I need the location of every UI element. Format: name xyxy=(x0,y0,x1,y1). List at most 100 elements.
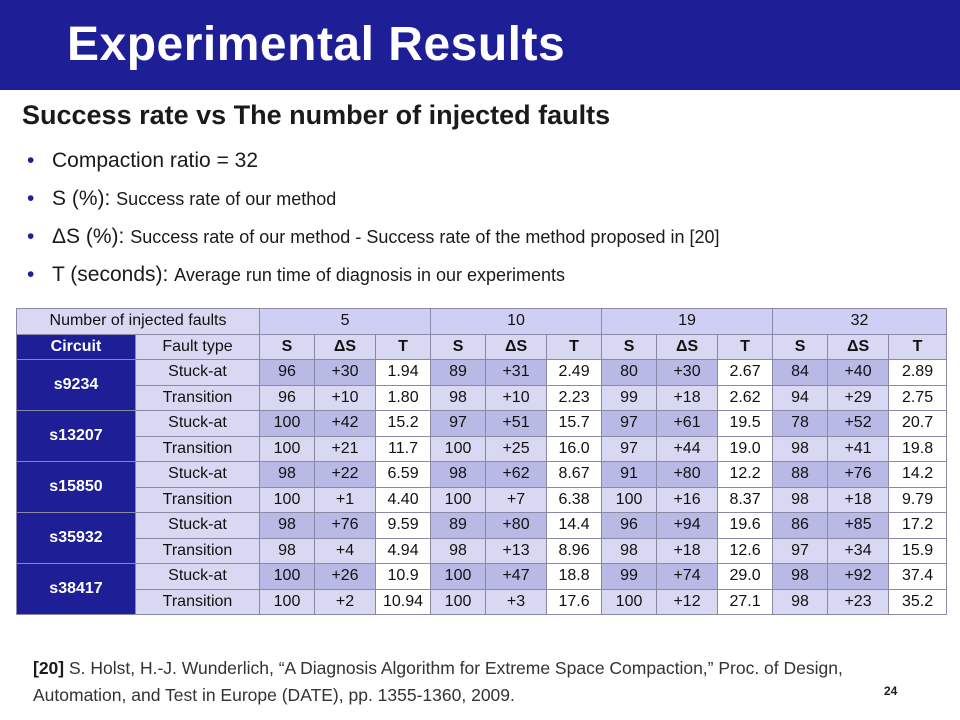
delta-success-cell: +10 xyxy=(485,384,548,411)
success-rate-cell: 91 xyxy=(601,461,658,488)
success-rate-cell: 89 xyxy=(430,359,487,386)
runtime-cell: 2.67 xyxy=(717,359,774,386)
table-row: Transition 100 +1 4.40 100 +7 6.38 100 +16 8.37 98… xyxy=(17,486,948,513)
reference-text: S. Holst, H.-J. Wunderlich, “A Diagnosis… xyxy=(33,658,843,705)
bullet-item: • Compaction ratio = 32 xyxy=(27,146,947,184)
fault-type-cell: Stuck-at xyxy=(134,410,261,437)
header-row-faults: Number of injected faults 5 10 19 32 xyxy=(15,308,948,335)
table-row: Transition 98 +4 4.94 98 +13 8.96 98 +18 12.6 97 +3… xyxy=(17,537,948,564)
success-rate-cell: 86 xyxy=(772,512,829,539)
success-rate-cell: 97 xyxy=(601,410,658,437)
table-row: s9234 Stuck-at 96 +30 1.94 89 +31 2.49 80 +30 2.67… xyxy=(16,359,948,411)
delta-success-cell: +1 xyxy=(314,486,377,513)
success-rate-cell: 98 xyxy=(772,435,829,462)
success-rate-cell: 98 xyxy=(772,486,829,513)
success-rate-cell: 100 xyxy=(259,435,316,462)
success-rate-cell: 98 xyxy=(259,461,316,488)
delta-success-cell: +18 xyxy=(656,384,719,411)
runtime-cell: 2.89 xyxy=(888,359,948,386)
header-delta-s: ΔS xyxy=(656,333,719,360)
runtime-cell: 1.80 xyxy=(375,384,432,411)
runtime-cell: 6.59 xyxy=(375,461,432,488)
success-rate-cell: 96 xyxy=(601,512,658,539)
runtime-cell: 20.7 xyxy=(888,410,948,437)
success-rate-cell: 100 xyxy=(430,435,487,462)
runtime-cell: 12.2 xyxy=(717,461,774,488)
delta-success-cell: +3 xyxy=(485,588,548,615)
runtime-cell: 35.2 xyxy=(888,588,948,615)
runtime-cell: 27.1 xyxy=(717,588,774,615)
bullet-list: • Compaction ratio = 32 • S (%): Success r… xyxy=(27,146,947,298)
runtime-cell: 14.4 xyxy=(546,512,603,539)
fault-type-cell: Transition xyxy=(134,435,261,462)
delta-success-cell: +18 xyxy=(656,537,719,564)
fault-type-cell: Transition xyxy=(134,384,261,411)
delta-success-cell: +31 xyxy=(485,359,548,386)
fault-type-cell: Transition xyxy=(134,537,261,564)
delta-success-cell: +13 xyxy=(485,537,548,564)
delta-success-cell: +52 xyxy=(827,410,890,437)
delta-success-cell: +41 xyxy=(827,435,890,462)
delta-success-cell: +80 xyxy=(656,461,719,488)
runtime-cell: 19.8 xyxy=(888,435,948,462)
delta-success-cell: +76 xyxy=(827,461,890,488)
runtime-cell: 19.6 xyxy=(717,512,774,539)
success-rate-cell: 96 xyxy=(259,359,316,386)
success-rate-cell: 100 xyxy=(430,486,487,513)
header-s: S xyxy=(259,333,316,360)
success-rate-cell: 98 xyxy=(772,588,829,615)
fault-type-cell: Transition xyxy=(134,486,261,513)
header-fault-count: 5 xyxy=(259,308,432,335)
delta-success-cell: +16 xyxy=(656,486,719,513)
success-rate-cell: 98 xyxy=(601,537,658,564)
header-injected-faults: Number of injected faults xyxy=(15,308,261,335)
header-delta-s: ΔS xyxy=(485,333,548,360)
runtime-cell: 10.9 xyxy=(375,563,432,590)
bullet-dot-icon: • xyxy=(27,187,35,210)
runtime-cell: 1.94 xyxy=(375,359,432,386)
runtime-cell: 17.2 xyxy=(888,512,948,539)
delta-success-cell: +29 xyxy=(827,384,890,411)
runtime-cell: 11.7 xyxy=(375,435,432,462)
runtime-cell: 9.79 xyxy=(888,486,948,513)
reference-note: [20] S. Holst, H.-J. Wunderlich, “A Diag… xyxy=(33,655,913,709)
delta-success-cell: +4 xyxy=(314,537,377,564)
delta-success-cell: +26 xyxy=(314,563,377,590)
runtime-cell: 2.62 xyxy=(717,384,774,411)
header-circuit: Circuit xyxy=(16,333,136,360)
runtime-cell: 17.6 xyxy=(546,588,603,615)
success-rate-cell: 78 xyxy=(772,410,829,437)
header-s: S xyxy=(772,333,829,360)
table-row: Transition 96 +10 1.80 98 +10 2.23 99 +18 2.62 94 +… xyxy=(17,384,948,411)
runtime-cell: 15.9 xyxy=(888,537,948,564)
delta-success-cell: +94 xyxy=(656,512,719,539)
delta-success-cell: +22 xyxy=(314,461,377,488)
bullet-item: • ΔS (%): Success rate of our method - Su… xyxy=(27,222,947,260)
header-fault-count: 19 xyxy=(601,308,774,335)
success-rate-cell: 98 xyxy=(259,512,316,539)
delta-success-cell: +76 xyxy=(314,512,377,539)
bullet-dot-icon: • xyxy=(27,149,35,172)
title-bar: Experimental Results xyxy=(0,0,960,90)
delta-success-cell: +10 xyxy=(314,384,377,411)
delta-success-cell: +62 xyxy=(485,461,548,488)
success-rate-cell: 80 xyxy=(601,359,658,386)
success-rate-cell: 88 xyxy=(772,461,829,488)
table-row: s35932 Stuck-at 98 +76 9.59 89 +80 14.4 96 +94 19.… xyxy=(16,512,948,564)
runtime-cell: 4.94 xyxy=(375,537,432,564)
bullet-detail: Average run time of diagnosis in our exp… xyxy=(174,265,566,285)
success-rate-cell: 100 xyxy=(259,410,316,437)
success-rate-cell: 100 xyxy=(259,486,316,513)
success-rate-cell: 100 xyxy=(259,588,316,615)
circuit-name: s9234 xyxy=(16,359,136,411)
success-rate-cell: 100 xyxy=(601,588,658,615)
runtime-cell: 14.2 xyxy=(888,461,948,488)
delta-success-cell: +30 xyxy=(656,359,719,386)
delta-success-cell: +23 xyxy=(827,588,890,615)
header-t: T xyxy=(717,333,774,360)
success-rate-cell: 89 xyxy=(430,512,487,539)
bullet-dot-icon: • xyxy=(27,225,35,248)
runtime-cell: 10.94 xyxy=(375,588,432,615)
runtime-cell: 8.96 xyxy=(546,537,603,564)
success-rate-cell: 94 xyxy=(772,384,829,411)
